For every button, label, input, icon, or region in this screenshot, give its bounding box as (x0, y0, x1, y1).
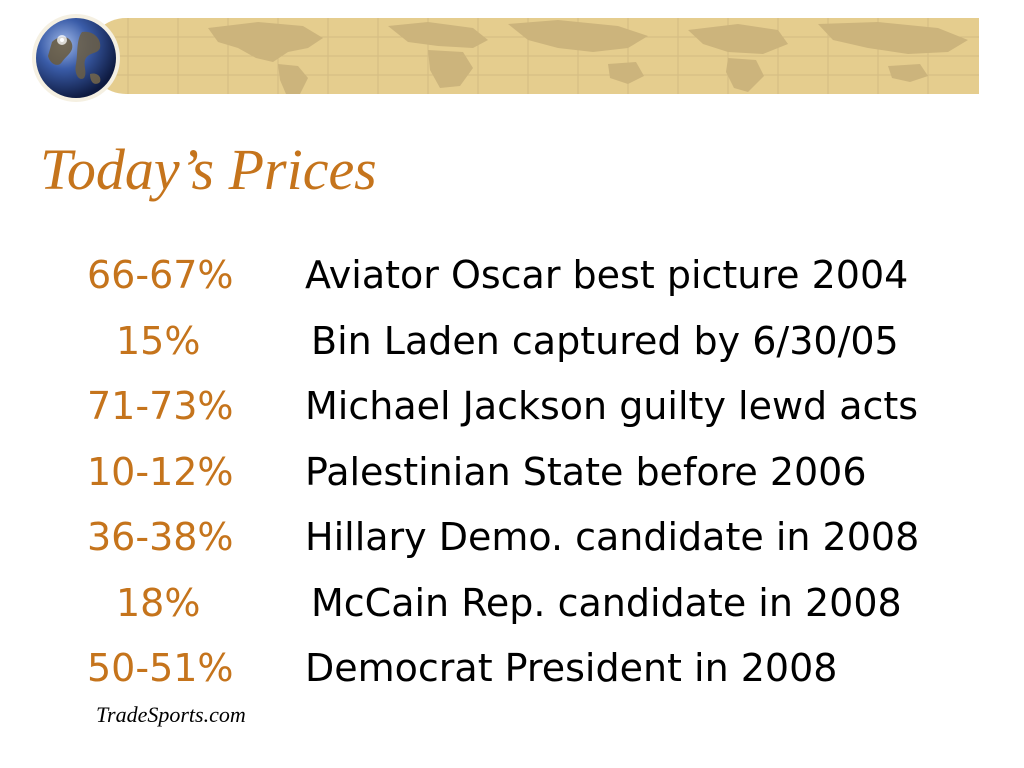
event-description: Hillary Demo. candidate in 2008 (305, 515, 920, 559)
price-value: 36-38% (87, 515, 234, 559)
price-list: 66-67% Aviator Oscar best picture 2004 1… (0, 243, 1024, 702)
price-value: 10-12% (87, 449, 234, 494)
list-item: 36-38% Hillary Demo. candidate in 2008 (0, 505, 1024, 571)
header-banner (88, 18, 979, 94)
event-description: Aviator Oscar best picture 2004 (305, 253, 909, 297)
event-description: Bin Laden captured by 6/30/05 (311, 318, 899, 363)
source-credit: TradeSports.com (96, 702, 246, 727)
price-value: 71-73% (87, 384, 234, 428)
price-value: 18% (116, 580, 201, 625)
event-description: Democrat President in 2008 (305, 646, 838, 690)
list-item: 10-12% Palestinian State before 2006 (0, 440, 1024, 506)
world-map-graphic (88, 18, 979, 94)
price-value: 15% (116, 318, 201, 363)
list-item: 71-73% Michael Jackson guilty lewd acts (0, 374, 1024, 440)
list-item: 18% McCain Rep. candidate in 2008 (0, 571, 1024, 637)
event-description: Palestinian State before 2006 (305, 449, 867, 494)
list-item: 15% Bin Laden captured by 6/30/05 (0, 309, 1024, 375)
list-item: 50-51% Democrat President in 2008 (0, 636, 1024, 702)
event-description: McCain Rep. candidate in 2008 (311, 580, 902, 625)
list-item: 66-67% Aviator Oscar best picture 2004 (0, 243, 1024, 309)
globe-icon (32, 14, 120, 102)
page-title: Today’s Prices (40, 137, 377, 202)
price-value: 66-67% (87, 253, 234, 297)
event-description: Michael Jackson guilty lewd acts (305, 384, 919, 428)
price-value: 50-51% (87, 646, 234, 690)
